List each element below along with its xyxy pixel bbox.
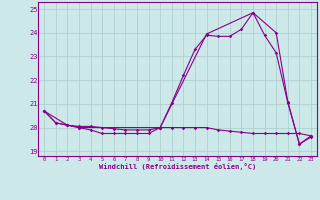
X-axis label: Windchill (Refroidissement éolien,°C): Windchill (Refroidissement éolien,°C) [99,163,256,170]
